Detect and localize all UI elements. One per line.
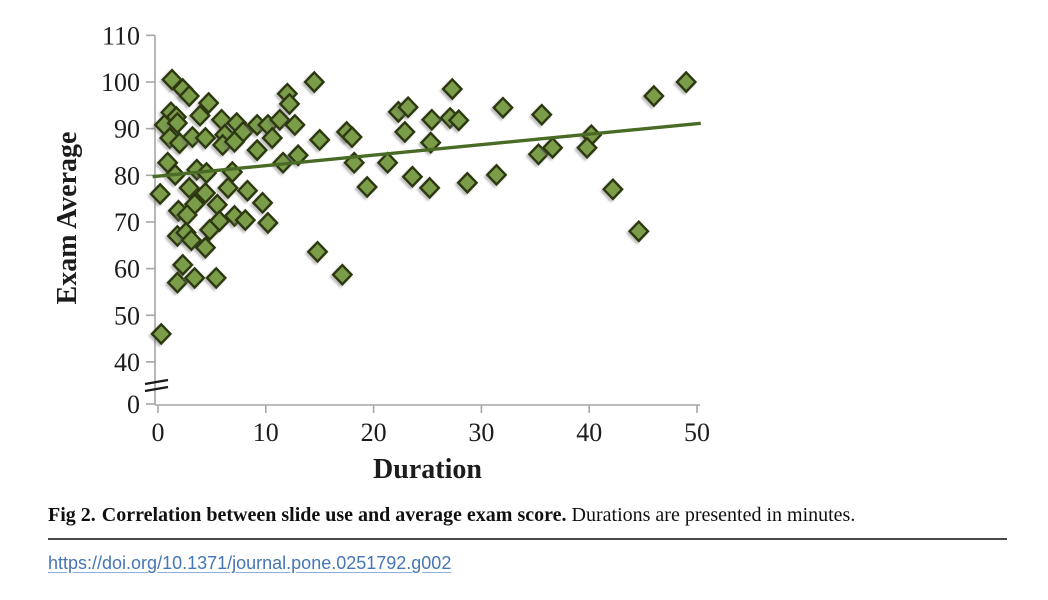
y-tick-label: 60 (114, 255, 140, 284)
data-point (441, 77, 464, 101)
data-point (180, 228, 203, 252)
data-point (198, 218, 221, 242)
data-point (166, 271, 189, 294)
data-point (492, 96, 514, 119)
data-point (150, 322, 173, 346)
caption-divider (48, 538, 1007, 540)
data-point (308, 128, 331, 152)
data-point (331, 263, 354, 286)
data-point (541, 136, 564, 160)
data-point (261, 126, 284, 150)
data-point (183, 266, 206, 290)
data-point (257, 211, 279, 235)
x-axis-title: Duration (373, 454, 482, 485)
x-tick-label: 50 (684, 418, 710, 447)
y-axis-title: Exam Average (52, 132, 83, 305)
data-point (171, 253, 194, 277)
data-point (189, 104, 211, 127)
data-point (194, 181, 217, 205)
figure-caption: Fig 2. Correlation between slide use and … (48, 503, 1013, 527)
caption-title: Correlation between slide use and averag… (101, 504, 567, 526)
x-tick-label: 40 (576, 418, 602, 447)
data-point (485, 163, 508, 187)
data-point (194, 236, 217, 259)
data-point (178, 84, 201, 108)
data-point (149, 182, 172, 206)
data-point (527, 142, 550, 166)
data-point (643, 84, 665, 108)
data-point (217, 176, 239, 200)
data-point (178, 176, 201, 200)
data-point (223, 130, 246, 154)
data-point (234, 208, 257, 232)
data-point (284, 113, 306, 137)
data-point (627, 219, 650, 243)
y-tick-label: 0 (127, 390, 140, 419)
x-tick-label: 0 (152, 418, 165, 447)
data-point (236, 179, 259, 203)
data-point (166, 111, 189, 135)
data-point (197, 91, 220, 115)
data-point (246, 138, 269, 162)
data-point (576, 136, 598, 160)
data-point (194, 126, 217, 150)
data-point (251, 191, 274, 215)
data-point (268, 108, 291, 132)
data-point (287, 143, 310, 167)
data-point (418, 176, 441, 200)
data-point (221, 160, 244, 184)
data-point (393, 120, 416, 144)
data-point (447, 108, 470, 132)
y-tick-label: 70 (114, 208, 140, 237)
trend-line (152, 121, 701, 179)
data-point (675, 70, 698, 94)
data-point (341, 125, 363, 149)
data-point (278, 92, 301, 116)
data-point (420, 108, 443, 132)
data-point (530, 103, 553, 126)
data-point (397, 95, 419, 119)
data-point (306, 240, 329, 264)
data-point (356, 175, 378, 199)
y-axis-break (144, 378, 169, 386)
data-point (419, 131, 442, 154)
doi-link[interactable]: https://doi.org/10.1371/journal.pone.025… (48, 553, 452, 573)
y-tick-label: 90 (114, 115, 140, 144)
data-point (205, 266, 228, 290)
y-tick-label: 50 (114, 301, 140, 330)
x-tick-label: 20 (361, 418, 387, 447)
data-point (376, 151, 399, 175)
x-tick-label: 10 (253, 418, 279, 447)
data-point (303, 70, 326, 94)
y-tick-label: 100 (101, 68, 140, 97)
data-point (210, 108, 233, 132)
y-axis-break (144, 385, 169, 393)
data-point (401, 165, 424, 189)
y-tick-label: 80 (114, 161, 140, 190)
caption-label: Fig 2. (48, 504, 96, 526)
caption-description: Durations are presented in minutes. (571, 504, 856, 526)
y-tick-label: 110 (102, 21, 140, 50)
scatter-plot: 0 40 50 60 70 80 90 100 110 0 10 20 30 40 50 Exam Avera… (52, 21, 710, 485)
data-point (602, 177, 624, 201)
scatter-plot-svg: 0 40 50 60 70 80 90 100 110 0 10 20 30 40 50 Exam Avera… (52, 21, 710, 485)
x-tick-label: 30 (468, 418, 494, 447)
y-tick-label: 40 (114, 348, 140, 377)
data-point (456, 171, 479, 195)
data-point (223, 204, 246, 228)
